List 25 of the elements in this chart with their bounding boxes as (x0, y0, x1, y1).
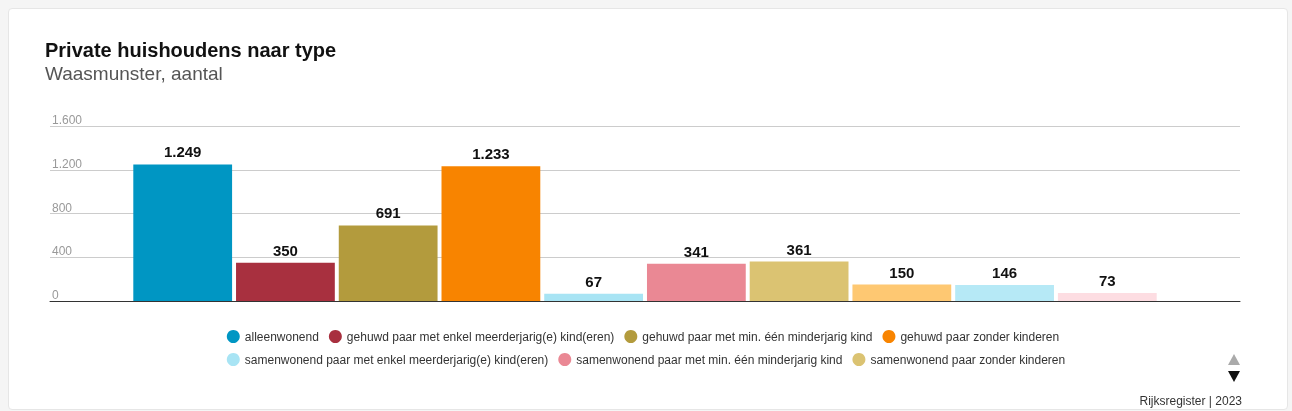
legend-label: samenwonend paar zonder kinderen (870, 352, 1066, 367)
y-tick-label: 1.600 (52, 113, 83, 127)
legend-label: gehuwd paar zonder kinderen (900, 329, 1060, 344)
legend-label: gehuwd paar met enkel meerderjarig(e) kind(eren) (346, 329, 615, 344)
legend-label: samenwonend paar met enkel meerderjarig(e) kind(eren) (244, 352, 549, 367)
text: Rijksregister | 2023 (1139, 394, 1243, 408)
data-label: 1.233 (472, 145, 510, 163)
data-label: 73 (1098, 272, 1116, 290)
y-tick-label: 0 (52, 288, 59, 302)
legend-label: gehuwd paar met min. één minderjarig kind (642, 329, 873, 344)
y-tick-label: 800 (52, 200, 73, 215)
data-label: 146 (992, 264, 1018, 282)
legend-label: alleenwonend (244, 329, 319, 344)
y-tick-label: 1.200 (52, 156, 83, 171)
chart-title: Private huishoudens naar type (45, 39, 337, 61)
data-label: 150 (889, 263, 915, 281)
chart-subtitle: Waasmunster, aantal (45, 63, 223, 84)
data-label: 341 (683, 242, 709, 260)
y-tick-label: 400 (52, 244, 73, 259)
data-label: 361 (786, 240, 812, 258)
legend-label: samenwonend paar met min. één minderjarig kind (576, 352, 843, 367)
data-label: 350 (272, 241, 298, 259)
data-label: 1.249 (163, 143, 202, 161)
data-label: 67 (585, 272, 602, 290)
data-label: 691 (375, 204, 401, 222)
